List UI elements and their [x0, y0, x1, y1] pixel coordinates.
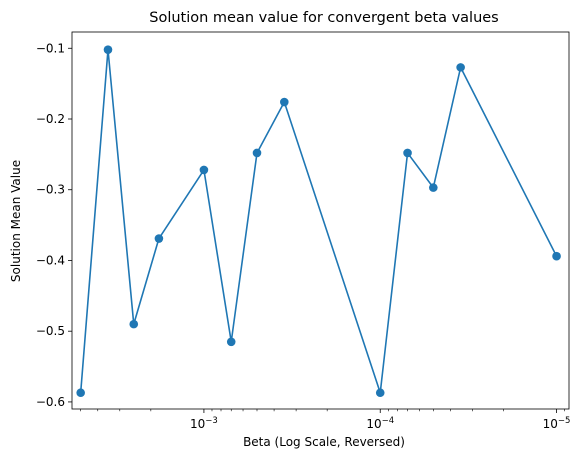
y-tick-label: −0.1	[36, 41, 65, 55]
y-axis-label: Solution Mean Value	[9, 160, 23, 282]
data-point	[76, 388, 85, 398]
y-tick-label: −0.6	[36, 395, 65, 409]
x-tick-label: 10−3	[190, 416, 218, 431]
data-point	[103, 45, 113, 54]
y-axis: −0.1 −0.2 −0.3 −0.4 −0.5 −0.6	[36, 41, 72, 409]
data-point	[226, 337, 236, 347]
y-tick-label: −0.3	[36, 183, 65, 197]
y-tick-label: −0.4	[36, 253, 65, 267]
data-point	[280, 97, 289, 107]
data-point	[199, 165, 209, 175]
x-axis-label: Beta (Log Scale, Reversed)	[243, 435, 405, 449]
y-tick-label: −0.2	[36, 112, 65, 126]
plot-area	[71, 31, 570, 410]
x-axis: 10−3 10−4 10−5	[80, 409, 571, 431]
y-tick-label: −0.5	[36, 324, 65, 338]
chart-title: Solution mean value for convergent beta …	[149, 10, 499, 26]
data-point	[129, 319, 139, 329]
data-point	[375, 388, 385, 398]
data-point	[154, 234, 164, 243]
data-point	[429, 183, 438, 192]
data-point	[252, 148, 262, 158]
data-point	[456, 63, 465, 72]
x-tick-label: 10−4	[366, 416, 394, 431]
data-point	[403, 148, 412, 158]
x-tick-label: 10−5	[543, 416, 571, 431]
data-point	[552, 251, 561, 261]
plot-frame	[71, 31, 570, 410]
series-layer	[76, 45, 561, 398]
